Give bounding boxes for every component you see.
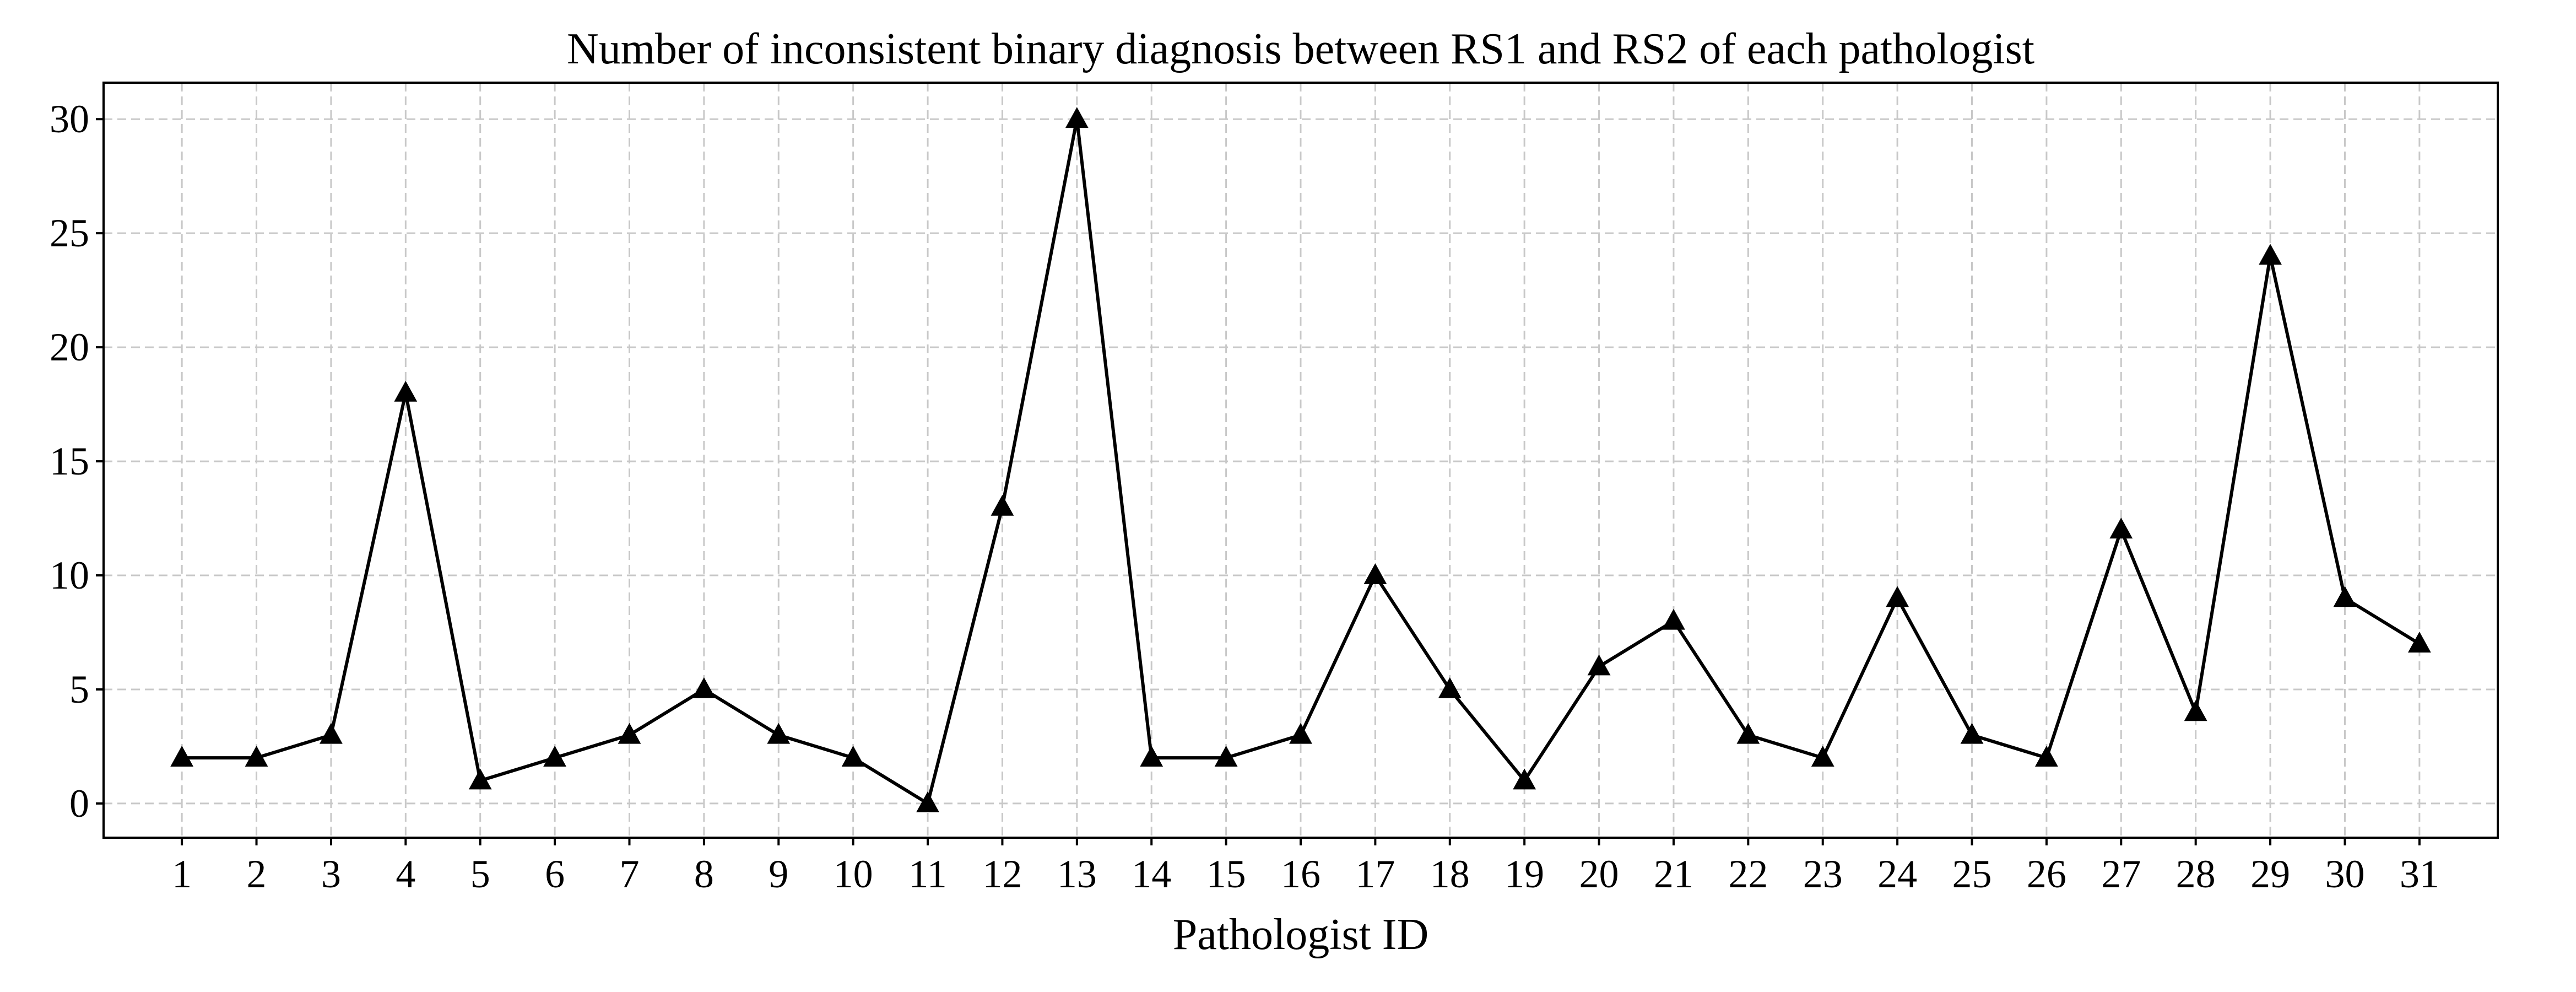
series-layer [170,107,2431,812]
data-point-marker [468,768,492,790]
x-tick-label: 22 [1728,852,1768,896]
x-axis: 1 2 3 4 5 6 7 8 9 10 11 12 13 14 15 16 17 18 19 20 21 22 23 24 2… [172,838,2439,896]
data-point-marker [841,746,865,767]
x-tick-label: 14 [1132,852,1171,896]
data-point-marker [394,380,418,402]
x-tick-label: 20 [1579,852,1619,896]
data-point-marker [1811,746,1834,767]
x-axis-label: Pathologist ID [1173,910,1428,959]
x-tick-label: 9 [769,852,788,896]
data-point-marker [2407,632,2431,653]
x-tick-label: 26 [2027,852,2066,896]
data-point-marker [1960,723,1984,744]
chart-title: Number of inconsistent binary diagnosis … [567,25,2034,73]
x-tick-label: 30 [2325,852,2364,896]
y-axis: 0 5 10 15 20 25 30 [50,97,104,826]
data-point-marker [1513,768,1536,790]
data-point-marker [543,746,567,767]
y-tick-label: 30 [50,97,89,141]
data-point-marker [1214,746,1238,767]
data-point-marker [767,723,791,744]
x-tick-label: 7 [619,852,639,896]
x-tick-label: 23 [1803,852,1843,896]
x-tick-label: 24 [1877,852,1917,896]
x-tick-label: 13 [1057,852,1097,896]
data-point-marker [1662,608,1685,630]
x-tick-label: 2 [247,852,267,896]
x-tick-label: 17 [1355,852,1395,896]
y-tick-label: 25 [50,211,89,255]
data-point-marker [2259,244,2282,265]
data-point-marker [991,494,1014,516]
x-tick-label: 29 [2250,852,2290,896]
x-tick-label: 31 [2400,852,2439,896]
x-tick-label: 18 [1430,852,1470,896]
data-point-marker [618,723,641,744]
x-tick-label: 3 [321,852,341,896]
data-point-marker [1289,723,1312,744]
x-tick-label: 8 [694,852,714,896]
x-tick-label: 25 [1952,852,1992,896]
data-point-marker [2034,746,2058,767]
data-point-marker [1587,654,1611,676]
x-tick-label: 16 [1281,852,1321,896]
y-tick-label: 5 [69,667,89,711]
data-point-marker [2333,586,2357,607]
x-tick-label: 11 [908,852,946,896]
data-point-marker [1065,107,1089,128]
data-point-marker [2184,700,2207,721]
grid [104,83,2498,838]
data-point-marker [916,791,939,812]
data-point-marker [170,746,194,767]
x-tick-label: 12 [982,852,1022,896]
data-point-marker [1438,677,1462,698]
x-tick-label: 10 [834,852,873,896]
y-tick-label: 10 [50,553,89,597]
x-tick-label: 21 [1654,852,1693,896]
data-point-marker [245,746,268,767]
data-point-marker [1363,563,1387,584]
x-tick-label: 1 [172,852,192,896]
data-point-marker [1140,746,1163,767]
x-tick-label: 27 [2101,852,2141,896]
y-tick-label: 0 [69,781,89,826]
data-point-marker [1736,723,1760,744]
data-point-marker [1886,586,1909,607]
x-tick-label: 28 [2176,852,2216,896]
data-point-marker [692,677,716,698]
data-point-marker [320,723,343,744]
x-tick-label: 15 [1206,852,1246,896]
data-point-marker [2109,517,2133,539]
x-tick-label: 6 [545,852,565,896]
x-tick-label: 4 [396,852,415,896]
y-tick-label: 15 [50,439,89,483]
x-tick-label: 19 [1505,852,1544,896]
y-tick-label: 20 [50,325,89,369]
x-tick-label: 5 [470,852,490,896]
